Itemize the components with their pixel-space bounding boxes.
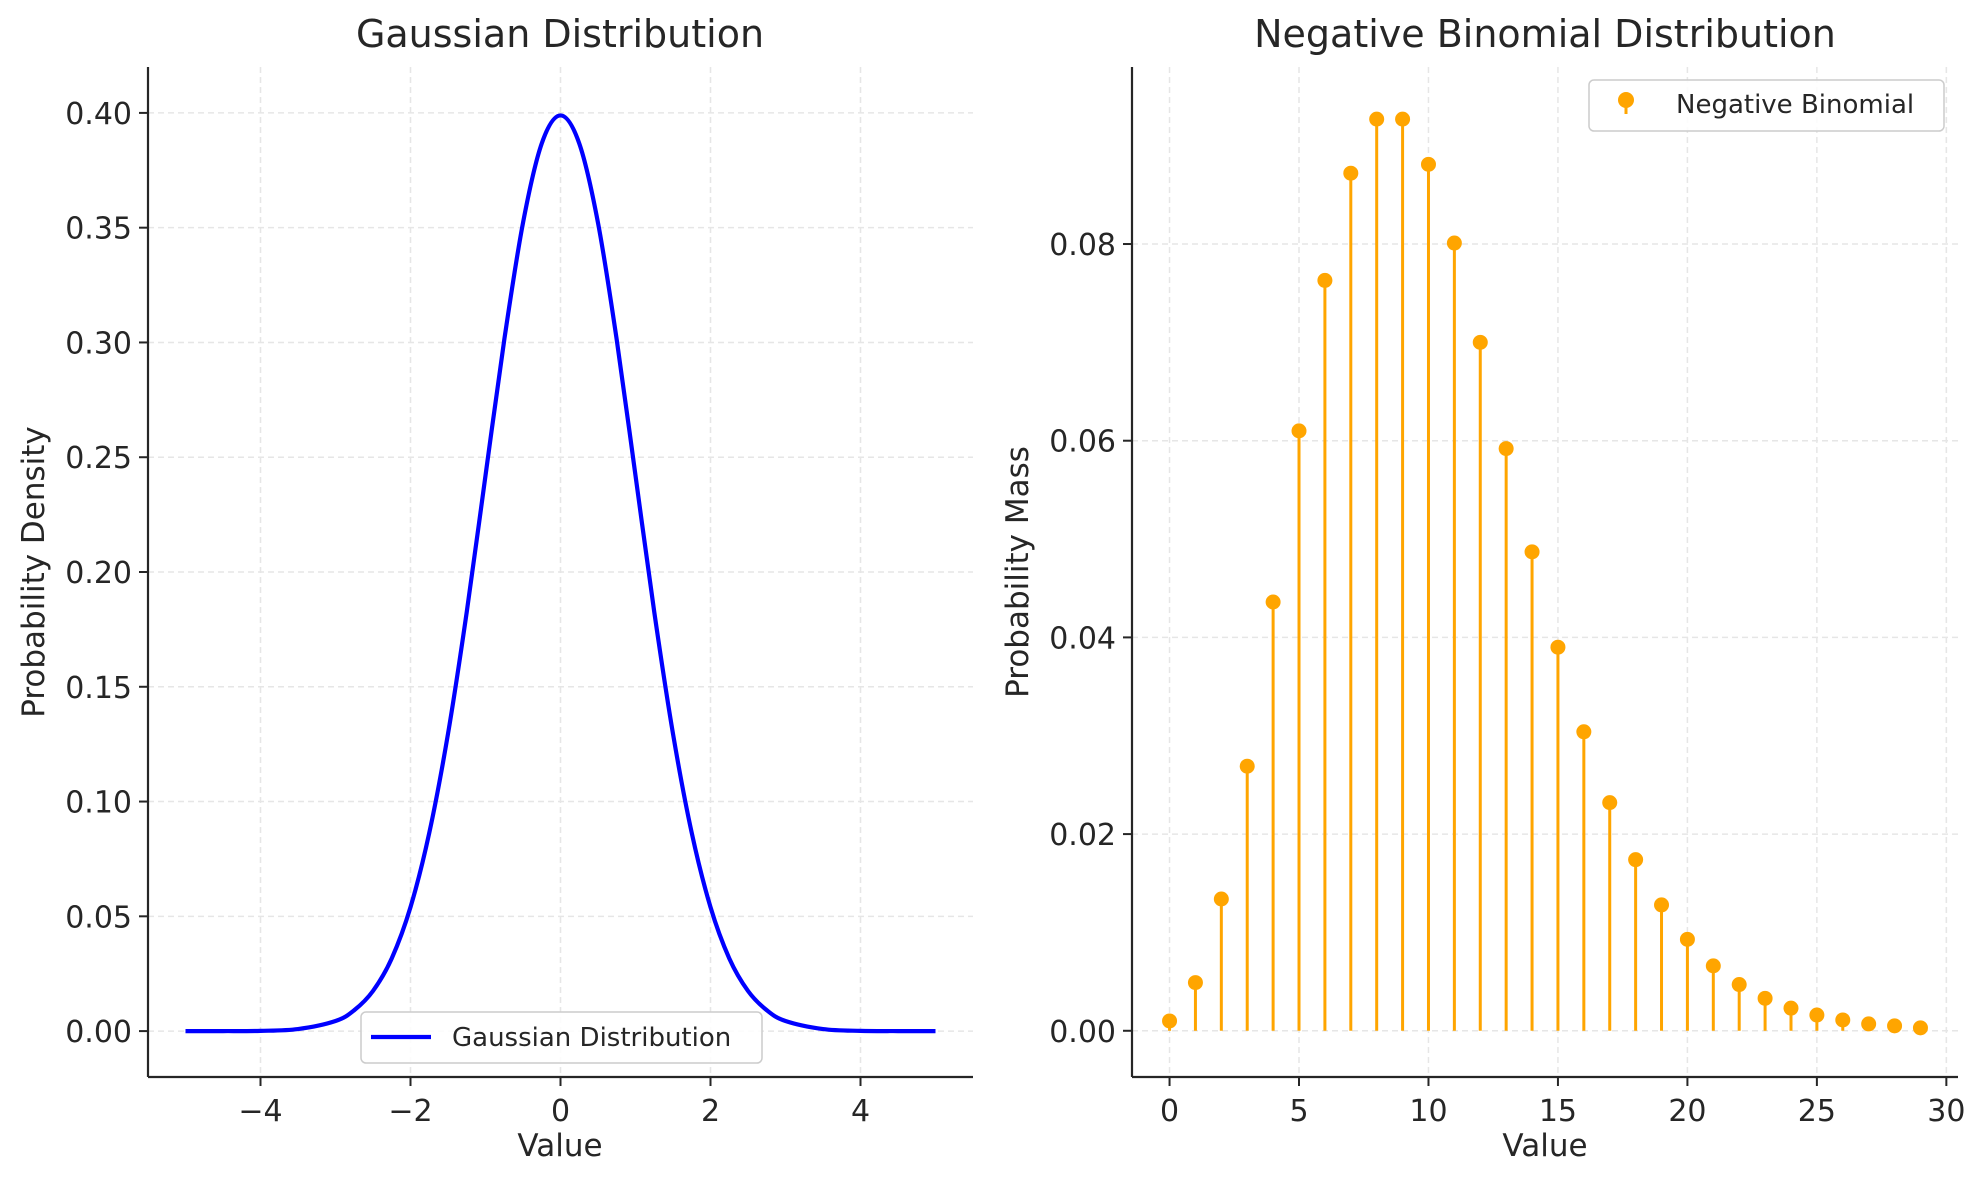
gaussian-y-axis-label: Probability Density <box>16 426 52 718</box>
negative-binomial-title: Negative Binomial Distribution <box>1254 12 1836 56</box>
stem-marker <box>1187 975 1203 991</box>
gaussian-y-tick-label: 0.10 <box>65 786 132 821</box>
negative-binomial-grid <box>1132 67 1958 1077</box>
negative-binomial-legend-marker-swatch <box>1618 92 1634 108</box>
gaussian-x-axis-label: Value <box>517 1128 602 1164</box>
negative-binomial-legend: Negative Binomial <box>1588 79 1945 132</box>
stem-marker <box>1162 1013 1178 1029</box>
gaussian-x-tick-label: −2 <box>388 1094 432 1129</box>
gaussian-x-tick-label: 0 <box>551 1094 570 1129</box>
stem-marker <box>1369 111 1385 127</box>
negative-binomial-x-tick-label: 30 <box>1927 1094 1965 1129</box>
negative-binomial-y-tick-label: 0.08 <box>1049 228 1116 263</box>
stem-marker <box>1679 931 1695 947</box>
gaussian-grid <box>148 67 973 1077</box>
gaussian-x-tick-label: 2 <box>701 1094 720 1129</box>
negative-binomial-y-tick-label: 0.06 <box>1049 425 1116 460</box>
stem-marker <box>1420 156 1436 172</box>
stem-marker <box>1576 724 1592 740</box>
stem-marker <box>1498 441 1514 457</box>
negative-binomial-x-tick-label: 20 <box>1668 1094 1706 1129</box>
stem-marker <box>1887 1018 1903 1034</box>
negative-binomial-chart: 0 5 10 15 20 25 30 0.00 0.02 0.04 0.06 0.08 Negati… <box>1000 12 1965 1164</box>
stem-marker <box>1472 334 1488 350</box>
stem-marker <box>1343 165 1359 181</box>
gaussian-legend: Gaussian Distribution <box>360 1011 763 1064</box>
gaussian-y-ticks: 0.00 0.05 0.10 0.15 0.20 0.25 0.30 0.35 0.40 <box>65 97 148 1050</box>
negative-binomial-x-tick-label: 10 <box>1409 1094 1447 1129</box>
negative-binomial-y-tick-label: 0.04 <box>1049 621 1116 656</box>
stem-marker <box>1835 1012 1851 1028</box>
negative-binomial-y-tick-label: 0.02 <box>1049 818 1116 853</box>
stem-marker <box>1317 272 1333 288</box>
gaussian-x-ticks: −4 −2 0 2 4 <box>238 1077 870 1129</box>
gaussian-x-tick-label: −4 <box>238 1094 282 1129</box>
negative-binomial-legend-box <box>1588 79 1945 132</box>
stem-marker <box>1861 1016 1877 1032</box>
negative-binomial-x-tick-label: 15 <box>1539 1094 1577 1129</box>
stem-marker <box>1912 1020 1928 1036</box>
stem-marker <box>1291 423 1307 439</box>
gaussian-y-tick-label: 0.35 <box>65 212 132 247</box>
gaussian-y-tick-label: 0.25 <box>65 441 132 476</box>
stem-marker <box>1731 977 1747 993</box>
negative-binomial-x-tick-label: 0 <box>1160 1094 1179 1129</box>
stem-marker <box>1524 544 1540 560</box>
stem-marker <box>1628 852 1644 868</box>
gaussian-chart: −4 −2 0 2 4 0.00 0.05 0.10 0.15 0.20 0.25 0.30 0.35… <box>16 12 973 1164</box>
gaussian-legend-box <box>360 1011 763 1064</box>
negative-binomial-x-tick-label: 5 <box>1289 1094 1308 1129</box>
gaussian-y-tick-label: 0.30 <box>65 326 132 361</box>
negative-binomial-axes <box>1130 67 1958 1079</box>
negative-binomial-stems <box>1162 111 1928 1036</box>
gaussian-series-line <box>185 113 936 1034</box>
negative-binomial-legend-label: Negative Binomial <box>1676 90 1914 120</box>
gaussian-y-tick-label: 0.15 <box>65 671 132 706</box>
gaussian-y-tick-label: 0.05 <box>65 900 132 935</box>
negative-binomial-x-axis-label: Value <box>1502 1128 1587 1164</box>
stem-marker <box>1265 594 1281 610</box>
stem-marker <box>1395 111 1411 127</box>
stem-marker <box>1213 891 1229 907</box>
gaussian-y-tick-label: 0.00 <box>65 1015 132 1050</box>
negative-binomial-x-ticks: 0 5 10 15 20 25 30 <box>1160 1077 1965 1129</box>
stem-marker <box>1809 1007 1825 1023</box>
stem-marker <box>1783 1000 1799 1016</box>
stem-marker <box>1446 235 1462 251</box>
negative-binomial-x-tick-label: 25 <box>1798 1094 1836 1129</box>
stem-marker <box>1602 795 1618 811</box>
stem-marker <box>1757 990 1773 1006</box>
negative-binomial-y-axis-label: Probability Mass <box>1000 446 1036 698</box>
stem-marker <box>1550 639 1566 655</box>
stem-marker <box>1239 758 1255 774</box>
gaussian-legend-label: Gaussian Distribution <box>452 1023 731 1053</box>
negative-binomial-y-tick-label: 0.00 <box>1049 1015 1116 1050</box>
gaussian-title: Gaussian Distribution <box>356 12 764 56</box>
stem-marker <box>1654 897 1670 913</box>
negative-binomial-y-ticks: 0.00 0.02 0.04 0.06 0.08 <box>1049 228 1132 1050</box>
gaussian-y-tick-label: 0.20 <box>65 556 132 591</box>
stem-marker <box>1705 958 1721 974</box>
gaussian-x-tick-label: 4 <box>851 1094 870 1129</box>
gaussian-y-tick-label: 0.40 <box>65 97 132 132</box>
